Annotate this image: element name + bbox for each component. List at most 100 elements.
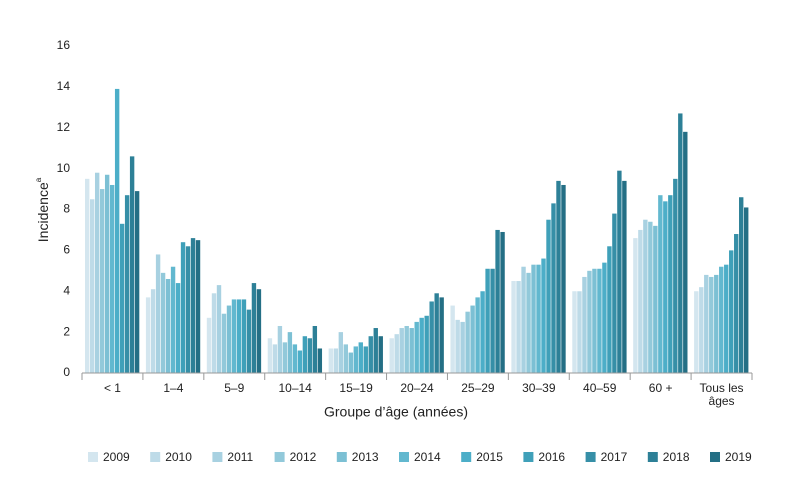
bar xyxy=(648,221,653,373)
legend-label: 2019 xyxy=(725,450,752,464)
bar xyxy=(424,315,429,373)
x-tick-label: 5–9 xyxy=(224,381,245,395)
bar xyxy=(373,328,378,373)
bar xyxy=(658,195,663,373)
bar xyxy=(490,268,495,373)
bar xyxy=(556,180,561,373)
legend-label: 2009 xyxy=(103,450,130,464)
x-tick-label: 1–4 xyxy=(163,381,184,395)
bar xyxy=(541,258,546,373)
bar xyxy=(277,325,283,373)
bar xyxy=(211,293,217,373)
y-tick-label: 14 xyxy=(57,79,71,93)
y-tick-label: 2 xyxy=(63,324,70,338)
bar xyxy=(150,289,156,373)
bar xyxy=(175,283,181,373)
bar xyxy=(119,223,125,373)
bar xyxy=(85,178,90,373)
y-tick-label: 0 xyxy=(63,365,70,379)
bar xyxy=(602,262,607,373)
bar xyxy=(612,213,617,373)
x-tick-label: 30–39 xyxy=(522,381,556,395)
y-axis-title-sup: a xyxy=(34,177,43,182)
bar xyxy=(104,174,110,373)
bar xyxy=(582,276,587,373)
bar xyxy=(185,246,191,373)
bar xyxy=(399,328,404,373)
x-tick-label: 15–19 xyxy=(339,381,373,395)
bar xyxy=(94,172,100,373)
bar xyxy=(704,274,709,373)
bar xyxy=(694,291,699,373)
bar xyxy=(124,195,130,373)
bar xyxy=(221,313,227,373)
bar xyxy=(465,311,470,373)
bar xyxy=(348,352,353,373)
bar xyxy=(180,242,186,373)
bar xyxy=(516,281,521,373)
bar xyxy=(231,299,237,373)
y-tick-label: 8 xyxy=(63,202,70,216)
legend-swatch xyxy=(150,452,161,462)
bar xyxy=(89,199,95,373)
legend-swatch xyxy=(399,452,409,462)
bar xyxy=(246,309,252,373)
x-tick-label: Tous les âges xyxy=(699,381,744,408)
bar xyxy=(592,268,597,373)
bar xyxy=(511,281,516,373)
bar xyxy=(206,317,212,373)
bar xyxy=(333,348,339,373)
legend-swatch xyxy=(585,452,596,462)
legend-swatch xyxy=(88,452,98,462)
bar xyxy=(160,272,166,373)
y-tick-label: 16 xyxy=(57,38,71,52)
bar xyxy=(317,348,323,373)
bar xyxy=(495,229,500,373)
bar xyxy=(572,291,577,373)
legend-label: 2012 xyxy=(290,450,317,464)
legend-swatch xyxy=(336,452,347,462)
bar xyxy=(292,344,298,373)
bar xyxy=(226,305,232,373)
bar xyxy=(521,266,526,373)
bar xyxy=(241,299,247,373)
legend-swatch xyxy=(274,452,285,462)
x-tick-label: 10–14 xyxy=(278,381,312,395)
bar xyxy=(328,348,334,373)
bar xyxy=(297,350,303,373)
legend-label: 2014 xyxy=(414,450,441,464)
bar xyxy=(216,285,222,373)
bar xyxy=(272,344,278,373)
bar xyxy=(155,254,161,373)
bar xyxy=(343,344,349,373)
bar xyxy=(195,240,201,373)
bar xyxy=(358,342,363,373)
bar xyxy=(190,238,196,373)
legend-label: 2016 xyxy=(538,450,565,464)
bar xyxy=(353,346,358,373)
bar xyxy=(389,338,394,373)
bar xyxy=(419,317,424,373)
legend-swatch xyxy=(212,452,223,462)
bar xyxy=(561,184,566,373)
bar xyxy=(114,88,120,373)
y-tick-label: 6 xyxy=(63,243,70,257)
legend-label: 2018 xyxy=(663,450,690,464)
bar xyxy=(236,299,242,373)
legend-label: 2013 xyxy=(352,450,379,464)
x-tick-label: 20–24 xyxy=(400,381,434,395)
bar xyxy=(134,191,140,373)
legend-swatch xyxy=(647,452,658,462)
bar xyxy=(394,334,399,373)
legend-label: 2015 xyxy=(476,450,503,464)
x-tick-label: 25–29 xyxy=(461,381,495,395)
bar xyxy=(439,297,444,373)
bar xyxy=(699,287,704,373)
bar xyxy=(99,189,105,373)
bar xyxy=(668,195,673,373)
x-tick-label: 60 + xyxy=(648,381,673,395)
bar xyxy=(165,278,171,373)
legend-swatch xyxy=(461,452,472,462)
bar xyxy=(475,297,480,373)
